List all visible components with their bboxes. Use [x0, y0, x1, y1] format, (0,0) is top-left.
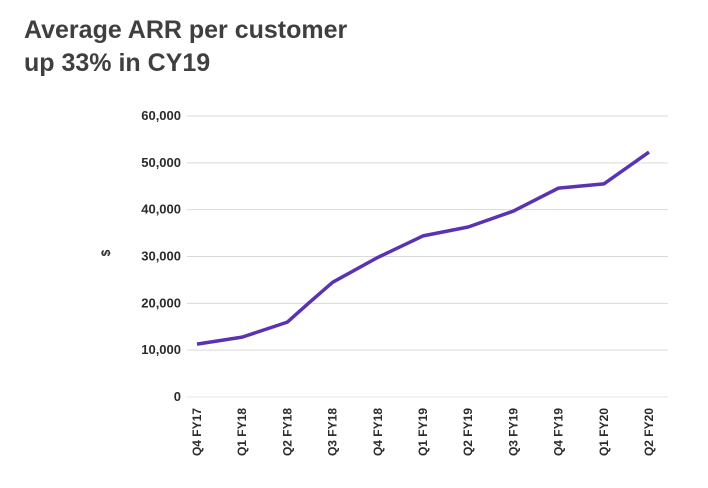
- grid-lines: [187, 115, 668, 398]
- x-tick-label: Q3 FY19: [506, 408, 520, 456]
- x-axis-tick-labels: Q4 FY17 Q1 FY18 Q2 FY18 Q3 FY18 Q4 FY18 Q1 FY…: [190, 408, 656, 456]
- x-tick-label: Q3 FY18: [326, 408, 340, 456]
- y-tick-label: 30,000: [141, 249, 181, 264]
- x-tick-label: Q1 FY20: [597, 408, 611, 456]
- y-axis-tick-labels: 0 10,000 20,000 30,000 40,000 50,000 60,000: [141, 108, 181, 404]
- chart-title-line-2: up 33% in CY19: [24, 49, 211, 77]
- chart-title-line-1: Average ARR per customer: [24, 16, 348, 44]
- y-axis-label: $: [99, 249, 113, 256]
- y-tick-label: 60,000: [141, 108, 181, 123]
- chart-title: Average ARR per customer up 33% in CY19: [24, 14, 624, 80]
- y-tick-label: 0: [174, 389, 181, 404]
- x-tick-label: Q2 FY18: [280, 408, 294, 456]
- series-line-0: [196, 150, 651, 346]
- x-tick-label: Q4 FY18: [371, 408, 385, 456]
- y-tick-label: 10,000: [141, 342, 181, 357]
- series-layer: [196, 150, 651, 346]
- x-tick-label: Q4 FY19: [552, 408, 566, 456]
- x-tick-label: Q4 FY17: [190, 408, 204, 456]
- x-tick-label: Q1 FY18: [235, 408, 249, 456]
- y-tick-label: 40,000: [141, 202, 181, 217]
- y-tick-label: 20,000: [141, 295, 181, 310]
- x-tick-label: Q2 FY19: [461, 408, 475, 456]
- x-tick-label: Q2 FY20: [642, 408, 656, 456]
- y-tick-label: 50,000: [141, 155, 181, 170]
- x-tick-label: Q1 FY19: [416, 408, 430, 456]
